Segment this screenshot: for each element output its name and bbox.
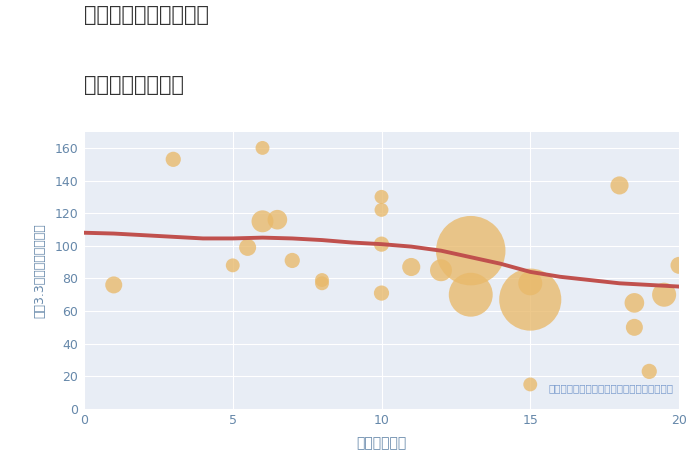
Point bbox=[227, 262, 238, 269]
Point bbox=[287, 257, 298, 264]
Point bbox=[629, 299, 640, 306]
Point bbox=[673, 262, 685, 269]
X-axis label: 駅距離（分）: 駅距離（分） bbox=[356, 436, 407, 450]
Point bbox=[629, 323, 640, 331]
Text: 駅距離別土地価格: 駅距離別土地価格 bbox=[84, 75, 184, 95]
Point bbox=[525, 296, 536, 303]
Point bbox=[525, 280, 536, 287]
Point bbox=[614, 182, 625, 189]
Point bbox=[644, 368, 655, 375]
Point bbox=[108, 281, 119, 289]
Point bbox=[257, 218, 268, 225]
Point bbox=[272, 216, 283, 223]
Text: 円の大きさは、取引のあった物件面積を示す: 円の大きさは、取引のあった物件面積を示す bbox=[548, 384, 673, 394]
Point bbox=[659, 291, 670, 298]
Point bbox=[257, 144, 268, 152]
Point bbox=[435, 266, 447, 274]
Point bbox=[376, 290, 387, 297]
Point bbox=[316, 280, 328, 287]
Point bbox=[376, 240, 387, 248]
Y-axis label: 坪（3.3㎡）単価（万円）: 坪（3.3㎡）単価（万円） bbox=[33, 223, 46, 318]
Point bbox=[465, 291, 476, 298]
Point bbox=[376, 193, 387, 201]
Point bbox=[242, 243, 253, 251]
Point bbox=[316, 276, 328, 284]
Text: 兵庫県西宮市西宮浜の: 兵庫県西宮市西宮浜の bbox=[84, 5, 209, 25]
Point bbox=[168, 156, 179, 163]
Point bbox=[406, 263, 417, 271]
Point bbox=[525, 381, 536, 388]
Point bbox=[465, 247, 476, 254]
Point bbox=[376, 206, 387, 214]
